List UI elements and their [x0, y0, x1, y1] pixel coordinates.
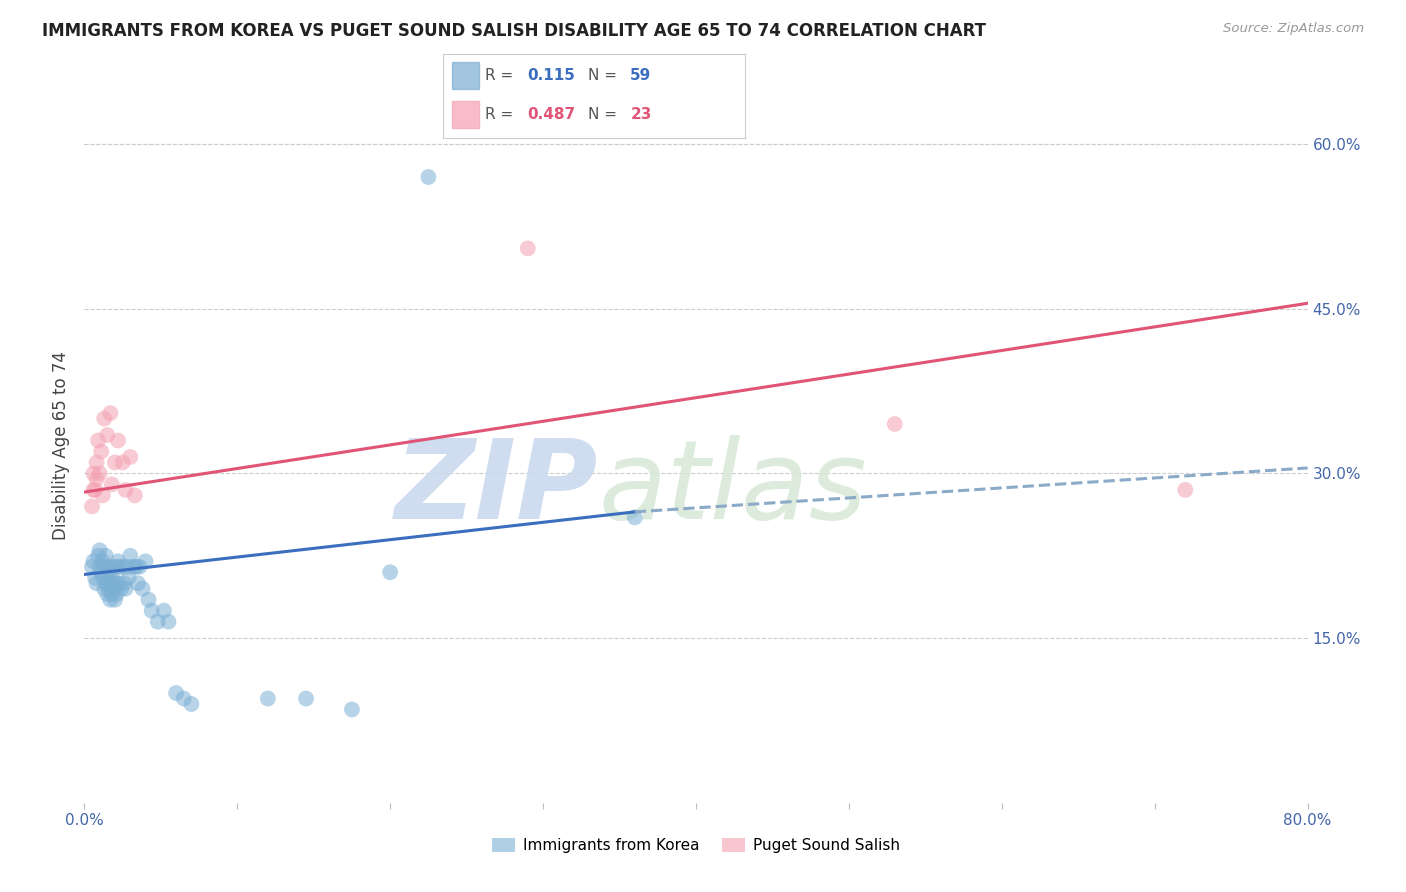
- Point: [89, 559, 111, 574]
- Point: [153, 604, 176, 618]
- Point: [80, 559, 103, 574]
- Point: [91, 488, 114, 502]
- Point: [104, 576, 127, 591]
- Point: [108, 559, 131, 574]
- Point: [103, 582, 125, 596]
- Text: 23: 23: [630, 107, 652, 122]
- Point: [103, 559, 125, 574]
- Point: [96, 587, 118, 601]
- Point: [98, 406, 121, 420]
- Point: [84, 483, 107, 497]
- Point: [83, 483, 105, 497]
- Point: [83, 467, 105, 481]
- Bar: [451, 101, 479, 128]
- Point: [97, 566, 120, 580]
- Point: [295, 691, 318, 706]
- Point: [101, 587, 124, 601]
- Legend: Immigrants from Korea, Puget Sound Salish: Immigrants from Korea, Puget Sound Salis…: [486, 832, 905, 859]
- Text: N =: N =: [588, 107, 621, 122]
- Point: [98, 576, 121, 591]
- Text: 59: 59: [630, 68, 651, 83]
- Point: [91, 571, 114, 585]
- Point: [80, 500, 103, 514]
- Point: [135, 554, 157, 568]
- Point: [127, 576, 149, 591]
- Text: ZIP: ZIP: [395, 435, 598, 542]
- Point: [87, 434, 110, 448]
- Point: [107, 554, 129, 568]
- Y-axis label: Disability Age 65 to 74: Disability Age 65 to 74: [52, 351, 70, 541]
- Point: [89, 543, 111, 558]
- Point: [90, 444, 112, 458]
- Point: [86, 455, 108, 469]
- Text: atlas: atlas: [598, 435, 866, 542]
- Text: N =: N =: [588, 68, 621, 83]
- Point: [93, 582, 115, 596]
- Point: [340, 702, 363, 716]
- Point: [104, 592, 127, 607]
- Point: [96, 428, 118, 442]
- Point: [173, 691, 195, 706]
- Point: [91, 554, 114, 568]
- Point: [110, 582, 132, 596]
- Point: [97, 582, 120, 596]
- Point: [120, 549, 142, 563]
- Point: [84, 571, 107, 585]
- Point: [93, 411, 115, 425]
- Text: R =: R =: [485, 107, 519, 122]
- Point: [418, 169, 440, 184]
- Point: [111, 559, 134, 574]
- Point: [96, 571, 118, 585]
- Point: [96, 559, 118, 574]
- Point: [516, 241, 538, 255]
- Point: [120, 450, 142, 464]
- Point: [624, 510, 647, 524]
- Point: [125, 559, 148, 574]
- Point: [115, 559, 138, 574]
- Point: [98, 592, 121, 607]
- Point: [122, 559, 145, 574]
- Point: [105, 559, 128, 574]
- Text: IMMIGRANTS FROM KOREA VS PUGET SOUND SALISH DISABILITY AGE 65 TO 74 CORRELATION : IMMIGRANTS FROM KOREA VS PUGET SOUND SAL…: [42, 22, 986, 40]
- Text: 0.487: 0.487: [527, 107, 575, 122]
- Point: [131, 582, 153, 596]
- Point: [128, 559, 150, 574]
- Point: [101, 477, 124, 491]
- Point: [112, 576, 135, 591]
- Point: [94, 576, 117, 591]
- Point: [157, 615, 180, 629]
- Point: [883, 417, 905, 431]
- Point: [86, 472, 108, 486]
- Point: [118, 571, 141, 585]
- Point: [124, 488, 146, 502]
- Point: [111, 455, 134, 469]
- Point: [104, 455, 127, 469]
- Point: [141, 604, 163, 618]
- Bar: [451, 62, 479, 89]
- Point: [138, 592, 160, 607]
- Point: [83, 554, 105, 568]
- Point: [114, 483, 136, 497]
- Point: [146, 615, 169, 629]
- Text: Source: ZipAtlas.com: Source: ZipAtlas.com: [1223, 22, 1364, 36]
- Point: [180, 697, 202, 711]
- Point: [380, 566, 402, 580]
- Point: [94, 549, 117, 563]
- Point: [101, 571, 124, 585]
- Point: [87, 549, 110, 563]
- Point: [1174, 483, 1197, 497]
- Point: [89, 467, 111, 481]
- Point: [90, 566, 112, 580]
- Point: [93, 559, 115, 574]
- Text: 0.115: 0.115: [527, 68, 575, 83]
- Point: [107, 576, 129, 591]
- Point: [105, 587, 128, 601]
- Point: [86, 576, 108, 591]
- Text: R =: R =: [485, 68, 519, 83]
- Point: [107, 434, 129, 448]
- Point: [114, 582, 136, 596]
- Point: [257, 691, 280, 706]
- Point: [165, 686, 187, 700]
